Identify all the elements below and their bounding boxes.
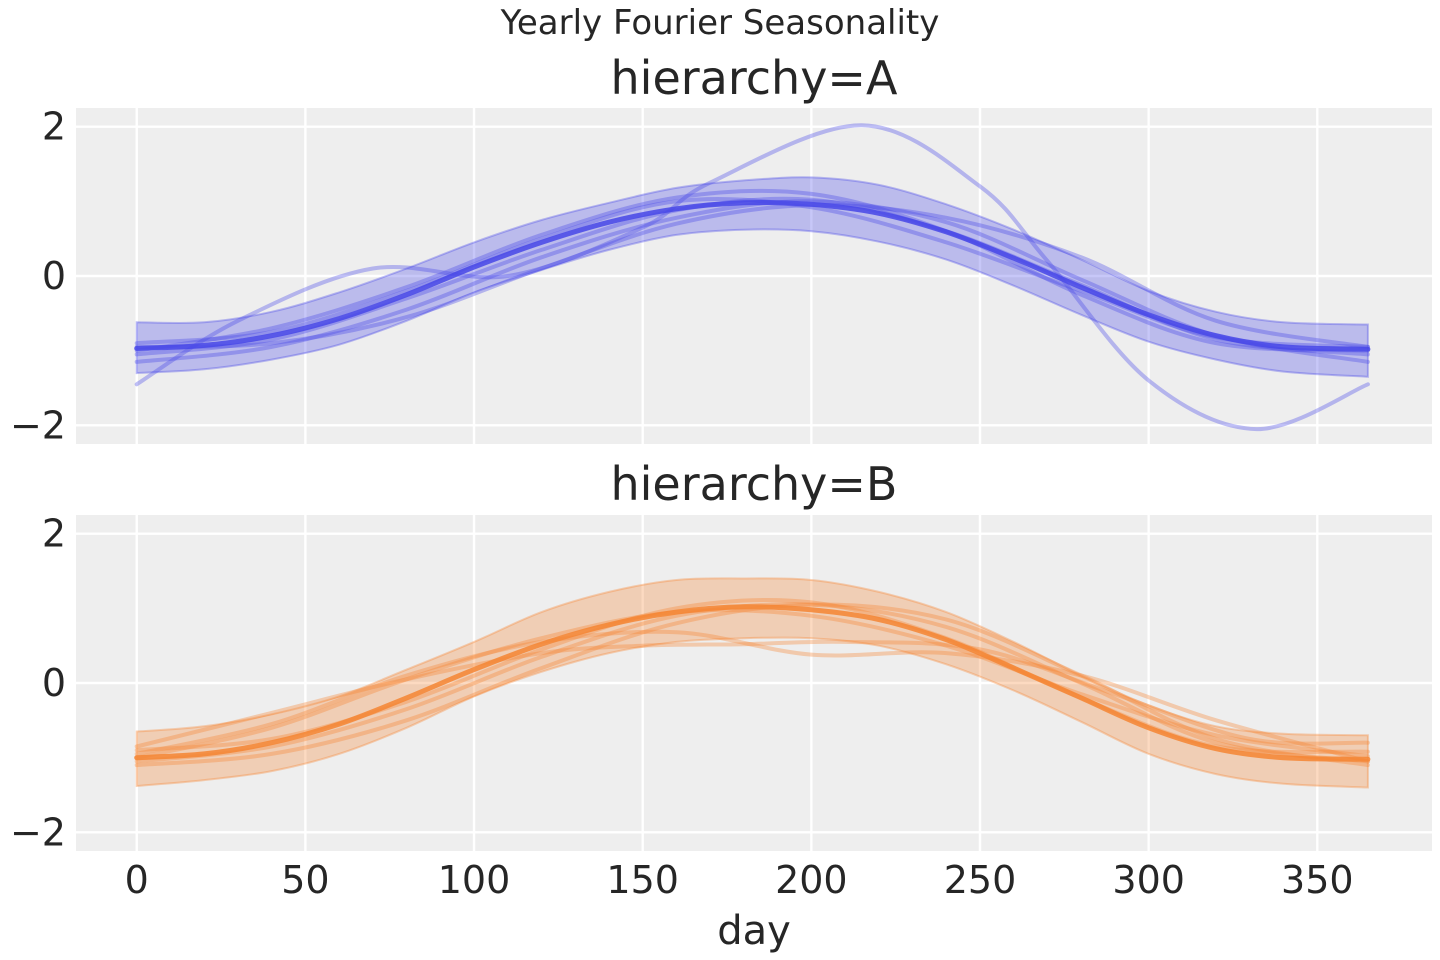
panel-b-x-tick-label: 200 [775,858,848,902]
panel-b-title: hierarchy=B [610,457,897,511]
figure-suptitle: Yearly Fourier Seasonality [500,3,940,43]
panel-a-y-tick-label: 0 [42,254,66,298]
panel-a-y-tick-label: 2 [42,105,66,149]
panel-b-plot-area: 2 0 −2 0 50 100 150 200 250 300 350 [10,512,1432,902]
panel-b-x-tick-label: 50 [281,858,329,902]
panel-a-sample-line [134,188,1370,353]
panel-b-x-tick-label: 0 [125,858,149,902]
panel-b-sample-line [134,608,1370,760]
panel-a-plot-area: 2 0 −2 [10,105,1432,447]
panel-b-x-tick-label: 350 [1281,858,1354,902]
panel-a-mean-line [134,200,1371,352]
panel-b-y-tick-label: 0 [42,661,66,705]
panel-b-y-tick-label: −2 [10,810,66,854]
panel-b-x-tick-label: 300 [1112,858,1185,902]
panel-b-sample-line [134,629,1370,764]
panel-b-x-tick-label: 100 [438,858,511,902]
panel-a-sample-line [134,202,1370,349]
panel-a-title: hierarchy=A [611,51,898,105]
panel-b-y-tick-label: 2 [42,512,66,556]
panel-b-credible-band [135,577,1369,789]
panel-a-y-tick-label: −2 [10,403,66,447]
panel-b-x-tick-label: 250 [944,858,1017,902]
panel-b-sample-line [134,639,1370,749]
panel-hierarchy-a: hierarchy=A 2 0 −2 [10,51,1432,447]
panel-a-sample-line [134,123,1370,432]
panel-a-credible-band [135,176,1369,378]
panel-hierarchy-b: hierarchy=B 2 0 −2 0 50 100 150 200 250 300 350 [10,457,1432,902]
panel-b-mean-line [134,604,1371,762]
panel-b-x-tick-label: 150 [606,858,679,902]
x-axis-label: day [717,908,791,954]
